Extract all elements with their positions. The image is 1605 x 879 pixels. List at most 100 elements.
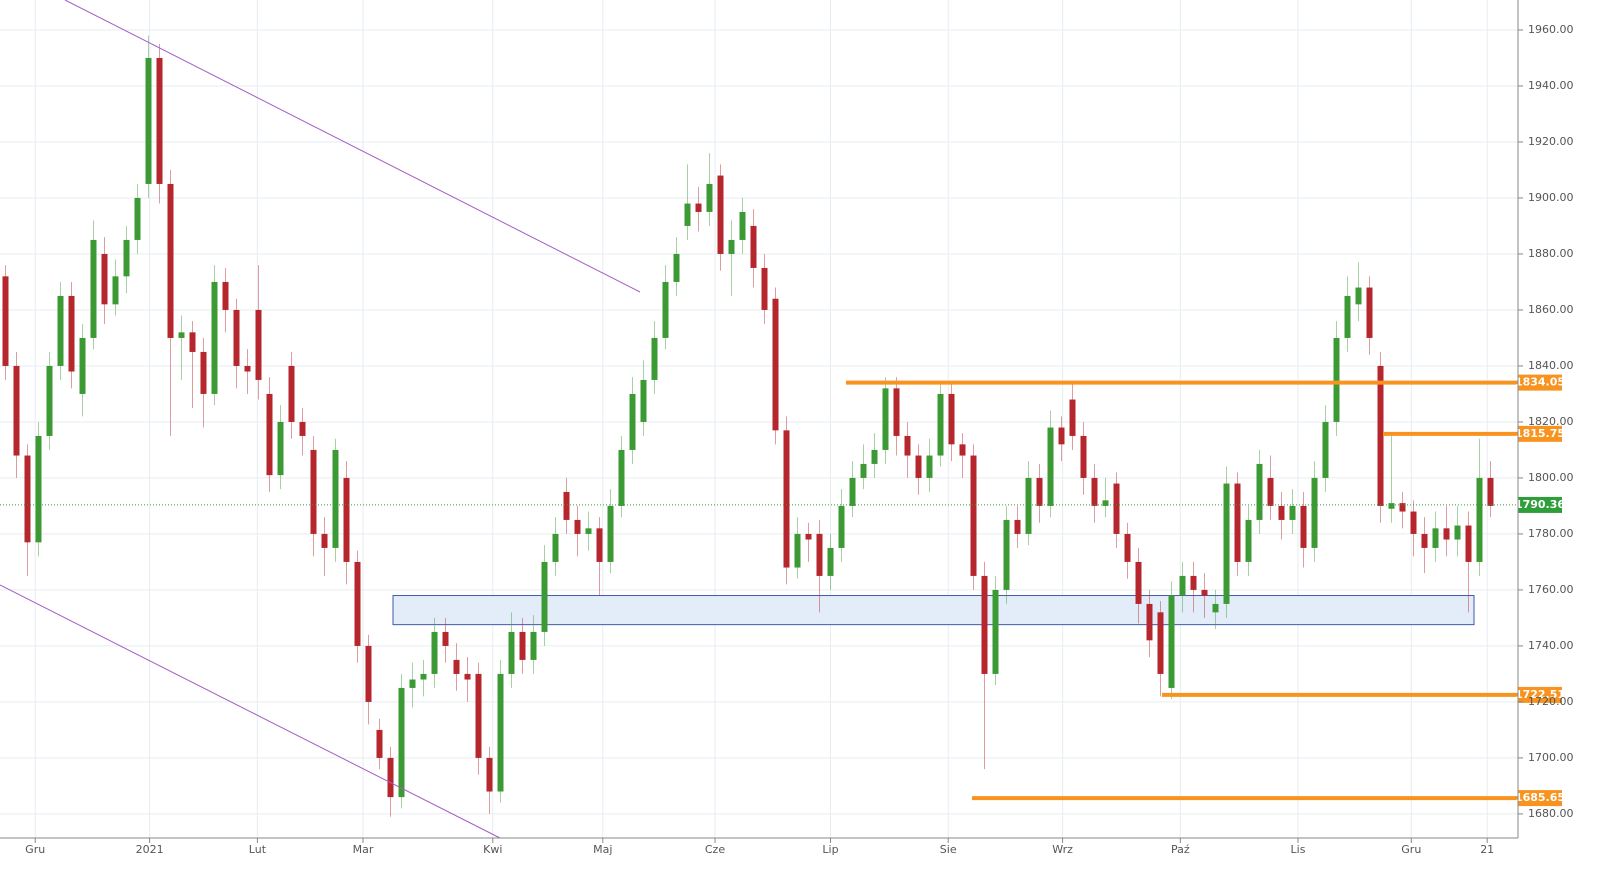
support-zone bbox=[392, 595, 1475, 626]
candle-body bbox=[860, 463, 867, 478]
candle-body bbox=[541, 561, 548, 632]
x-tick-label: Lut bbox=[249, 843, 267, 856]
candle-body bbox=[728, 239, 735, 254]
candle-body bbox=[1443, 528, 1450, 540]
candle-body bbox=[662, 281, 669, 338]
y-tick-label: 1880.00 bbox=[1528, 247, 1574, 260]
candle-body bbox=[970, 455, 977, 576]
y-tick-label: 1700.00 bbox=[1528, 751, 1574, 764]
candle-body bbox=[233, 309, 240, 366]
candle-body bbox=[277, 421, 284, 476]
candle-body bbox=[607, 505, 614, 562]
candle-body bbox=[1421, 533, 1428, 548]
x-tick-label: Kwi bbox=[483, 843, 502, 856]
candle-body bbox=[706, 183, 713, 212]
candle-body bbox=[519, 631, 526, 660]
candle-body bbox=[156, 57, 163, 184]
y-tick-label: 1820.00 bbox=[1528, 415, 1574, 428]
candle-body bbox=[783, 430, 790, 568]
price-level-tag bbox=[1518, 374, 1562, 391]
y-tick-label: 1800.00 bbox=[1528, 471, 1574, 484]
candle-body bbox=[849, 477, 856, 506]
candle-body bbox=[13, 365, 20, 456]
candle-body bbox=[1102, 500, 1109, 506]
candle-body bbox=[926, 455, 933, 478]
candle-body bbox=[431, 631, 438, 674]
candle-body bbox=[585, 528, 592, 534]
y-tick-label: 1780.00 bbox=[1528, 527, 1574, 540]
candle-body bbox=[1366, 287, 1373, 338]
candle-body bbox=[1322, 421, 1329, 478]
candle-body bbox=[1487, 477, 1494, 506]
last-price-tag bbox=[1518, 496, 1562, 513]
candle-body bbox=[497, 673, 504, 792]
candle-body bbox=[1223, 483, 1230, 604]
candle-body bbox=[1344, 295, 1351, 338]
candle-body bbox=[1025, 477, 1032, 534]
x-tick-label: Lip bbox=[822, 843, 838, 856]
candle-body bbox=[1311, 477, 1318, 548]
candle-body bbox=[574, 519, 581, 534]
candle-body bbox=[816, 533, 823, 576]
x-tick-label: Mar bbox=[353, 843, 374, 856]
candle-body bbox=[882, 388, 889, 450]
candle-body bbox=[1388, 503, 1395, 509]
candle-body bbox=[266, 393, 273, 476]
candle-body bbox=[1465, 525, 1472, 562]
candle-body bbox=[651, 337, 658, 380]
price-level-label: 1685.65 bbox=[1515, 791, 1565, 804]
candle-body bbox=[123, 239, 130, 277]
candle-body bbox=[772, 298, 779, 431]
candle-body bbox=[475, 673, 482, 758]
candle-body bbox=[904, 435, 911, 456]
candle-body bbox=[1124, 533, 1131, 562]
candle-body bbox=[409, 679, 416, 688]
candle-body bbox=[508, 631, 515, 674]
candle-body bbox=[618, 449, 625, 506]
candle-body bbox=[1432, 528, 1439, 548]
x-tick-label: Cze bbox=[705, 843, 725, 856]
candle-body bbox=[57, 295, 64, 366]
candle-body bbox=[563, 491, 570, 520]
candle-body bbox=[1003, 519, 1010, 590]
candle-body bbox=[530, 631, 537, 660]
candle-body bbox=[299, 421, 306, 436]
candle-body bbox=[1300, 505, 1307, 548]
candle-body bbox=[1135, 561, 1142, 604]
candle-body bbox=[1157, 612, 1164, 674]
candle-body bbox=[464, 673, 471, 680]
price-level-label: 1722.51 bbox=[1515, 688, 1565, 701]
candle-body bbox=[640, 379, 647, 422]
candle-body bbox=[354, 561, 361, 646]
candle-body bbox=[167, 183, 174, 338]
candle-body bbox=[1256, 463, 1263, 520]
candle-body bbox=[365, 645, 372, 702]
candle-body bbox=[68, 295, 75, 372]
candle-body bbox=[838, 505, 845, 548]
candle-body bbox=[948, 393, 955, 445]
x-tick-label: Wrz bbox=[1052, 843, 1073, 856]
candle-body bbox=[717, 175, 724, 254]
candle-body bbox=[1179, 575, 1186, 596]
y-tick-label: 1860.00 bbox=[1528, 303, 1574, 316]
candle-body bbox=[1399, 503, 1406, 512]
candle-body bbox=[739, 211, 746, 240]
candle-body bbox=[761, 267, 768, 310]
y-tick-label: 1840.00 bbox=[1528, 359, 1574, 372]
candle-body bbox=[1168, 595, 1175, 688]
candle-body bbox=[1036, 477, 1043, 506]
candle-body bbox=[629, 393, 636, 450]
candle-body bbox=[1234, 483, 1241, 562]
candle-body bbox=[310, 449, 317, 534]
candle-body bbox=[596, 528, 603, 562]
candle-body bbox=[90, 239, 97, 338]
candle-body bbox=[222, 281, 229, 310]
candle-body bbox=[1058, 427, 1065, 445]
candle-body bbox=[343, 477, 350, 562]
x-tick-label: Maj bbox=[593, 843, 612, 856]
price-level-label: 1815.75 bbox=[1515, 427, 1565, 440]
candle-body bbox=[1278, 505, 1285, 520]
candle-body bbox=[398, 687, 405, 798]
candle-body bbox=[915, 455, 922, 478]
candle-body bbox=[453, 659, 460, 674]
